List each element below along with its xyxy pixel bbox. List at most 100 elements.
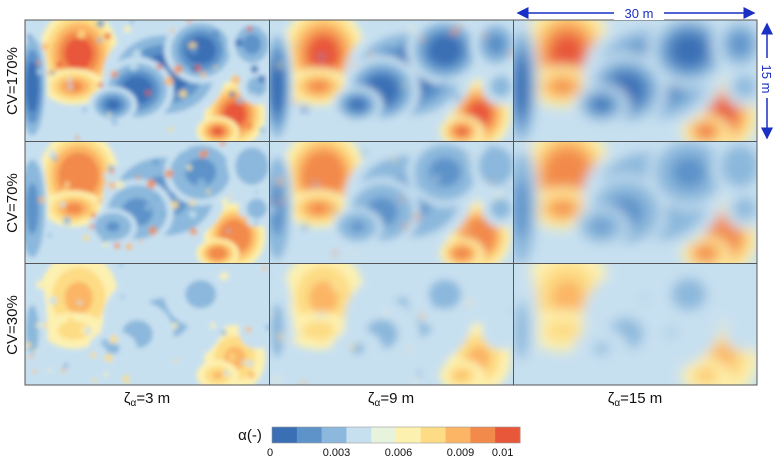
field-speckle — [75, 136, 80, 140]
field-speckle — [368, 51, 374, 57]
field-speckle — [301, 223, 309, 230]
field-speckle — [60, 338, 69, 347]
field-contour — [315, 166, 332, 186]
field-contour — [593, 220, 610, 233]
field-speckle — [126, 382, 130, 385]
panel-grid — [24, 19, 758, 386]
field-contour — [65, 203, 83, 214]
field-contour — [228, 229, 241, 243]
field-panel-r3-c3 — [514, 264, 757, 385]
field-speckle — [109, 169, 115, 175]
field-contour — [242, 155, 262, 177]
field-speckle — [170, 200, 179, 209]
field-speckle — [261, 25, 269, 33]
field-speckle — [48, 149, 56, 158]
field-speckle — [180, 144, 188, 152]
field-contour — [679, 285, 699, 304]
field-contour — [436, 286, 454, 303]
field-speckle — [162, 264, 170, 270]
field-contour — [472, 107, 486, 122]
field-speckle — [186, 164, 192, 171]
field-contour — [490, 76, 512, 97]
field-contour — [593, 98, 610, 111]
field-speckle — [197, 178, 206, 187]
field-speckle — [270, 199, 272, 203]
field-speckle — [117, 43, 123, 48]
field-speckle — [97, 37, 103, 43]
field-speckle — [145, 90, 151, 96]
field-contour — [733, 75, 757, 98]
field-speckle — [148, 226, 158, 235]
row-label-cv30: CV=30% — [4, 295, 21, 355]
field-speckle — [174, 359, 178, 364]
field-speckle — [450, 28, 458, 36]
field-speckle — [258, 75, 266, 83]
field-speckle — [389, 366, 397, 374]
field-speckle — [199, 151, 206, 159]
column-label-15m: ζα=15 m — [608, 390, 663, 409]
field-speckle — [228, 194, 233, 198]
field-speckle — [416, 370, 423, 377]
field-speckle — [258, 185, 263, 189]
field-speckle — [164, 76, 174, 86]
field-speckle — [318, 311, 325, 318]
field-speckle — [61, 368, 66, 373]
field-speckle — [100, 338, 110, 348]
field-speckle — [139, 239, 143, 244]
field-speckle — [506, 187, 512, 193]
field-speckle — [301, 105, 309, 113]
field-speckle — [33, 349, 37, 353]
field-speckle — [225, 160, 233, 167]
field-contour — [517, 192, 526, 225]
field-speckle — [156, 64, 162, 70]
field-speckle — [350, 61, 356, 67]
field-speckle — [487, 135, 492, 141]
field-speckle — [312, 181, 319, 187]
field-speckle — [89, 224, 95, 230]
field-panel-r1-c2 — [270, 20, 513, 141]
field-speckle — [189, 200, 196, 206]
field-speckle — [80, 322, 86, 328]
field-speckle — [104, 32, 112, 40]
field-speckle — [293, 43, 298, 47]
field-contour — [71, 167, 87, 185]
field-speckle — [231, 75, 241, 85]
field-speckle — [300, 381, 306, 385]
field-speckle — [488, 144, 493, 149]
field-speckle — [55, 61, 62, 68]
field-speckle — [274, 378, 280, 384]
field-speckle — [383, 311, 388, 316]
field-speckle — [36, 69, 43, 75]
field-contour — [315, 44, 332, 64]
field-panel-r2-c2 — [270, 142, 513, 263]
field-speckle — [473, 129, 479, 136]
field-contour — [242, 33, 262, 55]
field-contour — [486, 33, 506, 55]
field-speckle — [92, 378, 97, 383]
field-contour — [212, 371, 223, 379]
field-speckle — [408, 26, 415, 32]
field-speckle — [246, 360, 254, 368]
width-dimension: 30 m — [516, 4, 756, 21]
field-contour — [65, 81, 83, 92]
field-speckle — [170, 161, 178, 169]
field-speckle — [223, 370, 230, 377]
field-speckle — [200, 240, 205, 244]
field-speckle — [206, 189, 211, 194]
field-speckle — [457, 24, 463, 29]
field-speckle — [103, 171, 112, 181]
field-speckle — [47, 233, 52, 238]
field-speckle — [236, 97, 244, 104]
field-contour — [456, 249, 468, 257]
field-speckle — [140, 367, 148, 375]
field-speckle — [25, 342, 32, 348]
field-speckle — [50, 70, 55, 75]
field-speckle — [104, 353, 113, 363]
field-speckle — [169, 192, 176, 199]
field-speckle — [42, 322, 48, 328]
field-speckle — [250, 65, 259, 74]
field-speckle — [255, 87, 259, 92]
field-speckle — [508, 309, 512, 313]
colorbar-swatch — [296, 427, 323, 443]
